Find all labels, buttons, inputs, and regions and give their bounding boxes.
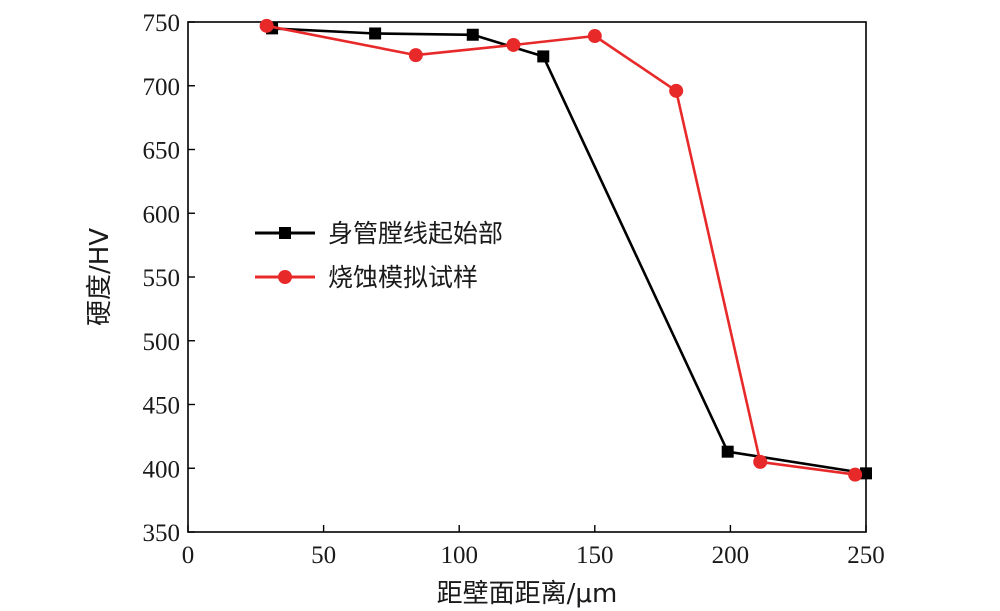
- series-layer: [259, 18, 872, 482]
- data-point: [860, 467, 872, 480]
- data-point: [408, 48, 423, 63]
- y-axis: 350 400 450 500 550 600 650 700 750: [143, 10, 195, 547]
- data-point: [506, 37, 521, 52]
- y-tick-label: 400: [143, 456, 181, 483]
- y-axis-title: 硬度/HV: [85, 228, 115, 326]
- y-tick-label: 600: [143, 201, 181, 228]
- x-tick-label: 250: [847, 542, 885, 569]
- data-point: [669, 83, 684, 98]
- y-tick-label: 750: [143, 10, 181, 37]
- data-point: [587, 29, 602, 44]
- x-tick-label: 200: [712, 542, 750, 569]
- data-point: [369, 27, 382, 40]
- y-tick-label: 450: [143, 393, 181, 420]
- x-tick-label: 150: [576, 542, 614, 569]
- legend: 身管膛线起始部 烧蚀模拟试样: [255, 219, 503, 292]
- data-point: [537, 50, 550, 63]
- data-point: [259, 18, 274, 33]
- series-2: [259, 18, 863, 482]
- series-line: [272, 27, 867, 475]
- data-point: [466, 28, 479, 41]
- legend-label-series-1: 身管膛线起始部: [328, 219, 503, 248]
- legend-marker-series-1: [279, 227, 291, 239]
- y-tick-label: 550: [143, 265, 181, 292]
- legend-marker-series-2: [278, 270, 292, 284]
- x-tick-label: 0: [182, 542, 195, 569]
- y-tick-label: 500: [143, 329, 181, 356]
- x-tick-label: 50: [311, 542, 336, 569]
- x-tick-label: 100: [440, 542, 478, 569]
- data-point: [721, 445, 734, 458]
- data-point: [848, 467, 863, 482]
- legend-label-series-2: 烧蚀模拟试样: [328, 263, 478, 292]
- series-1: [266, 22, 872, 480]
- x-axis-title: 距壁面距离/μm: [437, 579, 618, 609]
- y-tick-label: 700: [143, 74, 181, 101]
- y-tick-label: 650: [143, 138, 181, 165]
- data-point: [753, 454, 768, 469]
- y-tick-label: 350: [143, 520, 181, 547]
- x-axis: 0 50 100 150 200 250: [182, 525, 885, 569]
